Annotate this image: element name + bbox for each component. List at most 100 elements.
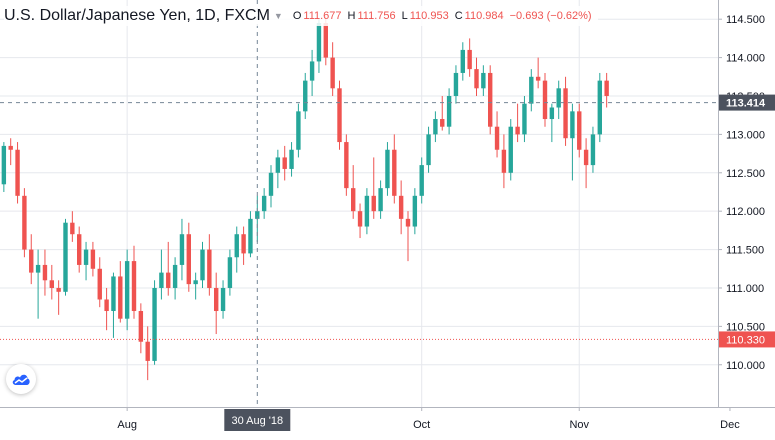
price-tick-label: 112.000 <box>726 206 765 218</box>
low-value: 110.953 <box>409 10 449 22</box>
candle-body-up <box>275 157 281 173</box>
candle-body-up <box>63 222 68 292</box>
candle-body-down <box>583 149 589 166</box>
candle-body-down <box>467 49 472 70</box>
candle-body-down <box>214 287 219 312</box>
candle-body-up <box>378 188 383 212</box>
candle-body-up <box>159 272 164 288</box>
price-tick-label: 114.500 <box>726 14 765 26</box>
candle-body-down <box>501 149 507 173</box>
candle-body-up <box>426 134 431 166</box>
candle-body-down <box>577 111 582 150</box>
tradingview-cloud-icon[interactable] <box>6 364 36 394</box>
price-axis[interactable]: 114.500114.000113.500113.000112.500112.0… <box>718 0 775 440</box>
candle-body-down <box>330 57 335 89</box>
candle-body-down <box>535 76 541 81</box>
candle-body-down <box>77 234 82 265</box>
candle-body-down <box>186 234 191 285</box>
price-tick-label: 112.500 <box>726 168 765 180</box>
candle-body-down <box>405 218 411 227</box>
candle-body-down <box>104 299 109 312</box>
symbol-title[interactable]: U.S. Dollar/Japanese Yen, 1D, FXCM <box>4 7 270 24</box>
candle-body-up <box>289 149 294 169</box>
chart-legend: U.S. Dollar/Japanese Yen, 1D, FXCM ▼ O 1… <box>4 6 598 26</box>
candle-body-down <box>474 69 479 89</box>
price-tick-label: 113.000 <box>726 129 765 141</box>
last-price-label-box <box>719 331 775 348</box>
candle-body-up <box>248 218 253 254</box>
candle-body-up <box>446 95 452 127</box>
time-tick-label: Oct <box>413 419 430 431</box>
price-tick-label: 110.000 <box>726 360 765 372</box>
candle-body-down <box>138 311 144 342</box>
candle-body-down <box>118 276 123 319</box>
candle-body-down <box>8 145 13 150</box>
close-label: C <box>454 10 463 22</box>
candle-body-up <box>570 111 575 139</box>
candle-body-down <box>337 88 342 143</box>
candle-body-up <box>124 261 130 319</box>
time-tick-label: Nov <box>569 419 589 431</box>
time-tick-label: Dec <box>720 419 740 431</box>
open-value: 111.677 <box>303 10 342 22</box>
candle-body-down <box>131 261 137 312</box>
candle-body-down <box>29 249 34 273</box>
candle-body-up <box>385 149 390 189</box>
candle-body-down <box>56 287 61 292</box>
candle-body-down <box>371 195 376 212</box>
candle-body-up <box>309 61 315 81</box>
candle-body-up <box>549 107 555 120</box>
candle-body-down <box>357 211 363 227</box>
candle-body-down <box>90 249 96 269</box>
candle-body-up <box>453 72 459 96</box>
candle-body-down <box>494 126 500 150</box>
candle-body-down <box>542 80 548 120</box>
candle-body-down <box>515 126 520 135</box>
close-value: 110.984 <box>464 10 504 22</box>
candle-body-down <box>323 23 328 58</box>
candle-body-down <box>166 272 171 288</box>
candle-body-up <box>296 111 301 150</box>
candle-body-up <box>460 49 465 73</box>
crosshair-date-label: 30 Aug '18 <box>231 415 283 427</box>
price-tick-label: 114.000 <box>726 53 765 65</box>
candle-body-down <box>604 80 609 96</box>
candle-body-up <box>111 276 116 312</box>
candle-body-down <box>563 88 568 139</box>
candle-body-up <box>227 257 233 288</box>
candle-body-up <box>529 76 534 104</box>
grid-lines <box>0 0 731 407</box>
candle-body-down <box>145 341 150 361</box>
high-value: 111.756 <box>357 10 396 22</box>
candle-body-down <box>22 195 27 250</box>
candle-body-up <box>220 287 226 312</box>
candle-body-up <box>234 234 239 258</box>
candle-body-down <box>488 72 493 127</box>
candle-body-up <box>83 249 89 265</box>
candle-body-up <box>200 249 205 281</box>
crosshair-price-label: 113.414 <box>726 98 766 110</box>
candle-body-down <box>49 280 54 288</box>
candle-body-up <box>597 80 602 135</box>
candles <box>1 15 609 381</box>
candle-body-up <box>419 165 424 196</box>
price-tick-label: 111.500 <box>726 245 764 257</box>
candle-body-up <box>172 264 178 288</box>
candle-body-down <box>15 149 20 196</box>
candle-body-up <box>364 195 370 227</box>
candle-body-down <box>398 195 404 219</box>
candle-body-up <box>179 234 185 265</box>
time-axis[interactable]: AugOctNovDec201930 Aug '18 <box>0 407 775 431</box>
candle-body-up <box>481 72 486 89</box>
candle-body-down <box>351 188 356 212</box>
open-label: O <box>292 10 302 22</box>
candle-body-down <box>207 249 212 288</box>
candle-body-up <box>268 172 274 196</box>
candle-body-up <box>1 145 7 185</box>
price-axis-background <box>718 0 775 440</box>
crosshair-price-label-box <box>719 94 775 111</box>
high-label: H <box>347 10 356 22</box>
chevron-down-icon[interactable]: ▼ <box>273 11 283 21</box>
candle-body-down <box>440 119 445 127</box>
